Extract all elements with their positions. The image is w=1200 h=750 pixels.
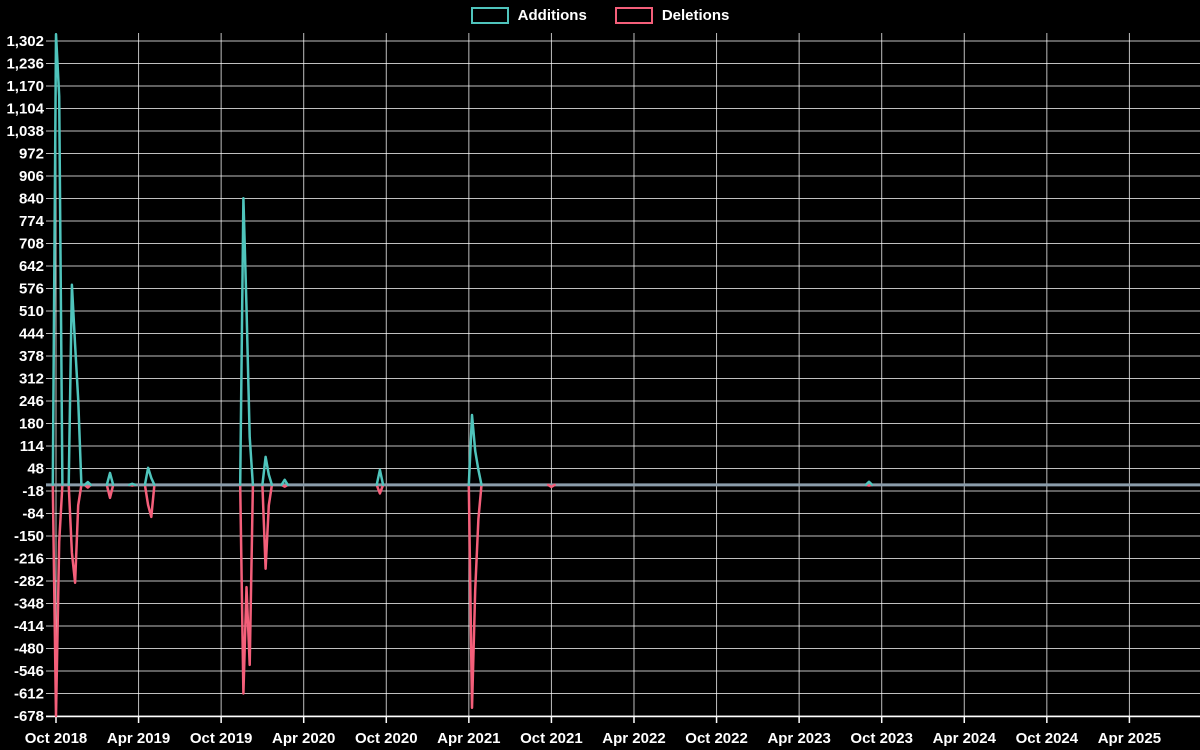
additions-line-segment bbox=[51, 32, 64, 487]
y-axis-tick-label: 444 bbox=[19, 326, 45, 343]
y-axis-tick-label: -678 bbox=[14, 708, 44, 725]
y-axis-tick-label: 774 bbox=[19, 213, 45, 230]
additions-line-segment bbox=[280, 478, 290, 487]
y-axis-tick-label: -150 bbox=[14, 528, 44, 545]
additions-line-segment bbox=[143, 466, 156, 487]
y-axis-tick-label: 1,170 bbox=[6, 78, 44, 95]
y-axis-tick-label: 708 bbox=[19, 236, 44, 253]
y-axis-tick-label: 114 bbox=[20, 438, 45, 455]
x-axis-tick-label: Apr 2019 bbox=[107, 730, 170, 747]
deletions-line-segment bbox=[261, 483, 274, 570]
chart-legend: Additions Deletions bbox=[0, 7, 1200, 24]
y-axis-tick-label: 576 bbox=[19, 281, 44, 298]
additions-line-segment bbox=[375, 468, 385, 487]
y-axis-tick-label: 1,104 bbox=[6, 101, 44, 118]
deletions-line-segment bbox=[375, 483, 385, 495]
y-axis-tick-label: -480 bbox=[14, 641, 44, 658]
deletions-line-segment bbox=[51, 483, 64, 718]
x-axis-tick-label: Apr 2022 bbox=[602, 730, 665, 747]
y-axis-tick-label: 1,236 bbox=[6, 56, 44, 73]
y-axis-tick-label: 906 bbox=[19, 168, 44, 185]
y-axis-tick-label: 510 bbox=[19, 303, 44, 320]
deletions-line-segment bbox=[143, 483, 156, 519]
y-axis-tick-label: -546 bbox=[14, 663, 44, 680]
x-axis-tick-label: Oct 2020 bbox=[355, 730, 418, 747]
additions-legend-swatch bbox=[470, 7, 509, 24]
additions-line-segment bbox=[864, 480, 874, 487]
x-axis-tick-label: Apr 2024 bbox=[933, 730, 997, 747]
y-axis-tick-label: 840 bbox=[19, 191, 44, 208]
x-axis-tick-label: Oct 2019 bbox=[190, 730, 253, 747]
deletions-line-segment bbox=[546, 483, 556, 489]
deletions-legend-label: Deletions bbox=[661, 7, 730, 24]
additions-line-segment bbox=[83, 480, 93, 487]
y-axis-tick-label: -282 bbox=[14, 573, 44, 590]
x-axis-tick-label: Apr 2021 bbox=[437, 730, 500, 747]
x-axis-tick-label: Apr 2020 bbox=[272, 730, 335, 747]
additions-line-segment bbox=[261, 455, 274, 487]
x-axis-tick-label: Oct 2024 bbox=[1016, 730, 1079, 747]
y-axis-tick-label: 180 bbox=[19, 416, 44, 433]
x-axis-tick-label: Apr 2023 bbox=[767, 730, 830, 747]
y-axis-tick-label: -348 bbox=[14, 596, 44, 613]
additions-line-segment bbox=[67, 283, 83, 487]
additions-line-segment bbox=[127, 482, 137, 487]
x-axis-tick-label: Oct 2023 bbox=[850, 730, 913, 747]
additions-legend-label: Additions bbox=[517, 7, 587, 24]
y-axis-tick-label: -414 bbox=[14, 618, 45, 635]
y-axis-tick-label: 1,302 bbox=[6, 33, 44, 50]
x-axis-tick-label: Oct 2022 bbox=[685, 730, 748, 747]
deletions-legend-swatch bbox=[614, 7, 653, 24]
x-axis-tick-label: Oct 2018 bbox=[25, 730, 88, 747]
additions-line-segment bbox=[105, 471, 115, 487]
y-axis-tick-label: 642 bbox=[19, 258, 44, 275]
x-axis-tick-label: Apr 2025 bbox=[1098, 730, 1161, 747]
legend-item-additions[interactable]: Additions bbox=[470, 7, 587, 24]
y-axis-tick-label: -18 bbox=[22, 483, 44, 500]
y-axis-tick-label: 378 bbox=[19, 348, 44, 365]
y-axis-tick-label: -612 bbox=[14, 686, 44, 703]
deletions-line-segment bbox=[83, 483, 93, 489]
legend-item-deletions[interactable]: Deletions bbox=[614, 7, 730, 24]
x-axis-tick-label: Oct 2021 bbox=[520, 730, 583, 747]
y-axis-tick-label: -216 bbox=[14, 551, 44, 568]
additions-line-segment bbox=[238, 196, 255, 487]
y-axis-tick-label: 972 bbox=[19, 146, 44, 163]
deletions-line-segment bbox=[467, 483, 483, 710]
y-axis-tick-label: 1,038 bbox=[6, 123, 44, 140]
deletions-line-segment bbox=[67, 483, 83, 584]
y-axis-tick-label: 312 bbox=[19, 371, 44, 388]
y-axis-tick-label: -84 bbox=[22, 506, 44, 523]
y-axis-tick-label: 246 bbox=[19, 393, 44, 410]
additions-line-segment bbox=[467, 413, 483, 487]
y-axis-tick-label: 48 bbox=[27, 461, 44, 478]
deletions-line-segment bbox=[105, 483, 115, 500]
deletions-line-segment bbox=[238, 483, 255, 695]
